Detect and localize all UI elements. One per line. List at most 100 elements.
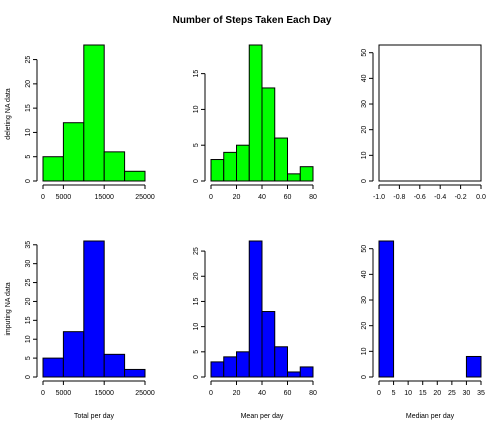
bar [248, 44, 263, 182]
x-tick-label: 0 [209, 390, 213, 397]
x-tick-label: 15000 [94, 390, 114, 397]
bar [236, 351, 250, 378]
y-tick-label: 20 [361, 126, 368, 134]
y-tick-label: 0 [25, 179, 32, 183]
y-tick-label: 5 [25, 155, 32, 159]
panel-top-left: 0 5000 15000 25000 0 5 10 15 20 25 [25, 44, 155, 201]
row-label-bottom: imputing NA data [5, 282, 12, 335]
y-tick-label: 15 [25, 104, 32, 112]
x-tick-label: -0.4 [434, 194, 446, 201]
y-tick-label: 10 [193, 323, 200, 331]
y-tick-label: 10 [25, 335, 32, 343]
panel-bottom-right: 0 5 10 15 20 25 30 35 0 10 20 30 40 50 Median per day [361, 240, 485, 420]
x-tick-label: 0 [41, 194, 45, 201]
x-tick-label: 5 [392, 390, 396, 397]
bar [287, 371, 301, 378]
bar [261, 87, 276, 182]
x-tick-label: 30 [463, 390, 471, 397]
bar [378, 240, 395, 378]
x-tick-label: 15 [419, 390, 427, 397]
y-tick-label: 0 [361, 179, 368, 183]
figure-title: Number of Steps Taken Each Day [173, 15, 332, 26]
x-tick-label: -0.6 [414, 194, 426, 201]
y-tick-label: 40 [361, 270, 368, 278]
y-tick-label: 50 [361, 245, 368, 253]
x-tick-label: 20 [233, 194, 241, 201]
x-tick-label: 25 [448, 390, 456, 397]
x-tick-label: 40 [258, 390, 266, 397]
bar [42, 357, 64, 378]
bar [299, 166, 314, 182]
bar [103, 353, 126, 378]
bar [124, 368, 146, 378]
y-tick-label: 5 [193, 350, 200, 354]
y-tick-label: 0 [361, 375, 368, 379]
y-tick-label: 20 [361, 322, 368, 330]
bar [210, 159, 225, 182]
y-tick-label: 10 [361, 347, 368, 355]
y-tick-label: 20 [25, 297, 32, 305]
y-tick-label: 10 [25, 128, 32, 136]
x-axis-label: Mean per day [241, 413, 284, 420]
y-tick-label: 0 [25, 375, 32, 379]
y-tick-label: 20 [193, 272, 200, 280]
y-tick-label: 15 [193, 70, 200, 78]
plot-box [378, 44, 482, 182]
bar [42, 156, 64, 182]
x-tick-label: 15000 [94, 194, 114, 201]
bar [83, 240, 105, 378]
row-label-top: deleting NA data [5, 88, 12, 139]
y-tick-label: 15 [193, 297, 200, 305]
x-tick-label: 10 [404, 390, 412, 397]
panel-top-middle: 0 20 40 60 80 0 5 10 15 [193, 44, 317, 201]
y-tick-label: 25 [25, 56, 32, 64]
y-tick-label: 20 [25, 80, 32, 88]
bar [248, 240, 263, 378]
x-axis-label: Median per day [406, 413, 455, 420]
x-tick-label: 80 [309, 194, 317, 201]
x-tick-label: -1.0 [373, 194, 385, 201]
y-tick-label: 5 [25, 356, 32, 360]
bar [83, 44, 105, 182]
x-tick-label: 0 [41, 390, 45, 397]
x-tick-label: 20 [233, 390, 241, 397]
x-tick-label: 40 [258, 194, 266, 201]
x-tick-label: 5000 [56, 194, 72, 201]
y-tick-label: 40 [361, 74, 368, 82]
x-axis-label: Total per day [74, 413, 115, 420]
bar [124, 170, 146, 182]
y-tick-label: 0 [193, 375, 200, 379]
x-tick-label: 35 [477, 390, 485, 397]
panel-bottom-left: 0 5000 15000 25000 0 5 10 15 20 25 30 35 Total per d… [25, 240, 155, 420]
x-tick-label: 0.0 [476, 194, 486, 201]
y-tick-label: 5 [193, 143, 200, 147]
y-tick-label: 30 [361, 100, 368, 108]
panel-top-right: -1.0 -0.8 -0.6 -0.4 -0.2 0.0 0 10 20 30 40 50 [361, 44, 486, 201]
x-tick-label: 0 [209, 194, 213, 201]
y-tick-label: 0 [193, 179, 200, 183]
bar [103, 151, 126, 182]
bar [223, 356, 237, 378]
bar [274, 137, 288, 182]
x-tick-label: 80 [309, 390, 317, 397]
x-tick-label: 0 [377, 390, 381, 397]
x-tick-label: 25000 [135, 194, 155, 201]
y-tick-label: 30 [25, 260, 32, 268]
y-tick-label: 25 [193, 247, 200, 255]
y-tick-label: 10 [361, 151, 368, 159]
x-tick-label: 20 [433, 390, 441, 397]
bar [261, 311, 276, 378]
x-tick-label: -0.2 [455, 194, 467, 201]
bar [223, 151, 237, 182]
bar [62, 331, 85, 378]
x-tick-label: 5000 [56, 390, 72, 397]
y-tick-label: 35 [25, 241, 32, 249]
bar [62, 122, 85, 182]
bar [287, 173, 301, 182]
y-tick-label: 50 [361, 49, 368, 57]
bar [299, 366, 314, 378]
x-tick-label: 60 [284, 194, 292, 201]
bar [274, 346, 288, 378]
